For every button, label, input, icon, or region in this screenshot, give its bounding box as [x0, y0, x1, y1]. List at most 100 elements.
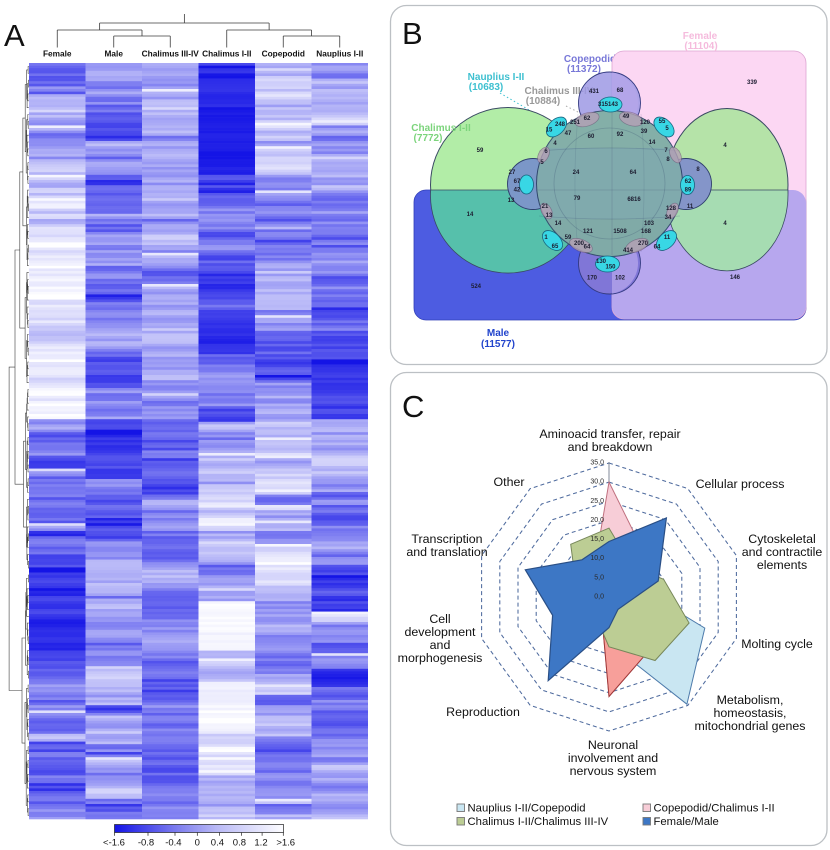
- svg-text:5: 5: [540, 160, 544, 166]
- svg-text:68: 68: [617, 88, 624, 94]
- svg-text:42: 42: [514, 188, 521, 194]
- svg-text:0,0: 0,0: [594, 594, 604, 601]
- svg-text:49: 49: [623, 114, 630, 120]
- svg-text:Chalimus I-II: Chalimus I-II: [202, 49, 251, 59]
- svg-text:1508: 1508: [613, 229, 627, 235]
- svg-text:Copepodid: Copepodid: [564, 54, 616, 65]
- svg-text:Male: Male: [487, 328, 510, 339]
- svg-text:Chalimus I-II: Chalimus I-II: [411, 123, 471, 134]
- svg-text:Copepodid: Copepodid: [262, 49, 305, 59]
- svg-text:59: 59: [565, 235, 572, 241]
- svg-text:5,0: 5,0: [594, 574, 604, 581]
- svg-text:1.2: 1.2: [254, 838, 267, 849]
- svg-text:60: 60: [588, 134, 595, 140]
- svg-text:-0.8: -0.8: [138, 838, 154, 849]
- svg-text:11: 11: [664, 235, 671, 241]
- svg-text:>1.6: >1.6: [276, 838, 295, 849]
- svg-text:24: 24: [573, 170, 580, 176]
- svg-text:25,0: 25,0: [590, 498, 604, 505]
- svg-text:Molting cycle: Molting cycle: [741, 637, 813, 651]
- svg-text:13: 13: [546, 213, 553, 219]
- svg-text:103: 103: [644, 221, 655, 227]
- svg-text:Female/Male: Female/Male: [654, 816, 719, 828]
- svg-text:(11104): (11104): [684, 41, 717, 52]
- svg-text:55: 55: [659, 119, 666, 125]
- svg-text:Cellular process: Cellular process: [696, 477, 785, 491]
- svg-text:8: 8: [666, 157, 670, 163]
- svg-text:11: 11: [687, 204, 694, 210]
- svg-text:120: 120: [640, 120, 651, 126]
- svg-text:Copepodid/Chalimus I-II: Copepodid/Chalimus I-II: [654, 802, 775, 814]
- svg-text:(7772): (7772): [414, 133, 443, 144]
- svg-text:<-1.6: <-1.6: [103, 838, 125, 849]
- svg-text:Nauplius I-II: Nauplius I-II: [316, 49, 363, 59]
- svg-text:150: 150: [605, 265, 616, 271]
- svg-text:121: 121: [583, 229, 594, 235]
- svg-text:27: 27: [509, 170, 516, 176]
- svg-text:Nauplius I-II: Nauplius I-II: [468, 72, 525, 83]
- svg-text:(10884): (10884): [526, 96, 560, 107]
- svg-text:0: 0: [195, 838, 200, 849]
- svg-text:89: 89: [685, 188, 692, 194]
- svg-text:4: 4: [553, 141, 557, 147]
- svg-text:Male: Male: [105, 49, 124, 59]
- svg-text:1: 1: [544, 235, 548, 241]
- svg-text:(11577): (11577): [481, 339, 515, 350]
- svg-text:7: 7: [664, 148, 668, 154]
- svg-text:Other: Other: [494, 475, 525, 489]
- svg-text:14: 14: [467, 212, 474, 218]
- svg-text:21: 21: [542, 204, 549, 210]
- svg-text:8: 8: [696, 167, 700, 173]
- svg-text:143: 143: [608, 102, 619, 108]
- svg-text:59: 59: [477, 148, 484, 154]
- svg-text:20,0: 20,0: [590, 517, 604, 524]
- svg-text:(10683): (10683): [469, 82, 503, 93]
- svg-text:Chalimus I-II/Chalimus III-IV: Chalimus I-II/Chalimus III-IV: [468, 816, 609, 828]
- svg-text:168: 168: [641, 229, 652, 235]
- svg-text:B: B: [402, 16, 423, 51]
- svg-text:35,0: 35,0: [590, 460, 604, 467]
- svg-text:4: 4: [723, 143, 727, 149]
- svg-text:13: 13: [508, 198, 515, 204]
- svg-text:Female: Female: [683, 31, 718, 42]
- svg-text:A: A: [4, 18, 25, 53]
- svg-text:14: 14: [649, 140, 656, 146]
- svg-text:79: 79: [574, 196, 581, 202]
- svg-text:64: 64: [630, 170, 637, 176]
- svg-text:Nauplius I-II/Copepodid: Nauplius I-II/Copepodid: [468, 802, 586, 814]
- svg-text:67: 67: [514, 179, 521, 185]
- svg-text:128: 128: [666, 206, 677, 212]
- svg-text:339: 339: [747, 80, 758, 86]
- svg-text:0.8: 0.8: [233, 838, 246, 849]
- svg-text:64: 64: [584, 245, 591, 251]
- svg-text:92: 92: [617, 132, 624, 138]
- svg-text:14: 14: [555, 221, 562, 227]
- svg-text:(11372): (11372): [567, 64, 601, 75]
- svg-text:146: 146: [730, 275, 741, 281]
- svg-text:315: 315: [598, 102, 609, 108]
- svg-text:47: 47: [565, 131, 572, 137]
- svg-text:5: 5: [665, 126, 669, 132]
- svg-text:10,0: 10,0: [590, 555, 604, 562]
- svg-text:Chalimus III-IV: Chalimus III-IV: [142, 49, 200, 59]
- svg-text:Metabolism,homeostasis,mitocho: Metabolism, homeostasis, mitochondrial gen…: [695, 693, 806, 733]
- svg-text:-0.4: -0.4: [165, 838, 181, 849]
- svg-text:0.4: 0.4: [211, 838, 224, 849]
- svg-text:62: 62: [584, 116, 591, 122]
- svg-text:4: 4: [723, 221, 727, 227]
- svg-text:6: 6: [544, 149, 548, 155]
- svg-text:64: 64: [654, 245, 661, 251]
- svg-text:39: 39: [641, 129, 648, 135]
- svg-text:130: 130: [596, 259, 607, 265]
- svg-text:431: 431: [589, 89, 600, 95]
- svg-text:270: 270: [638, 241, 649, 247]
- svg-text:170: 170: [587, 276, 598, 282]
- svg-text:34: 34: [665, 215, 672, 221]
- svg-text:15,0: 15,0: [590, 536, 604, 543]
- svg-text:30,0: 30,0: [590, 479, 604, 486]
